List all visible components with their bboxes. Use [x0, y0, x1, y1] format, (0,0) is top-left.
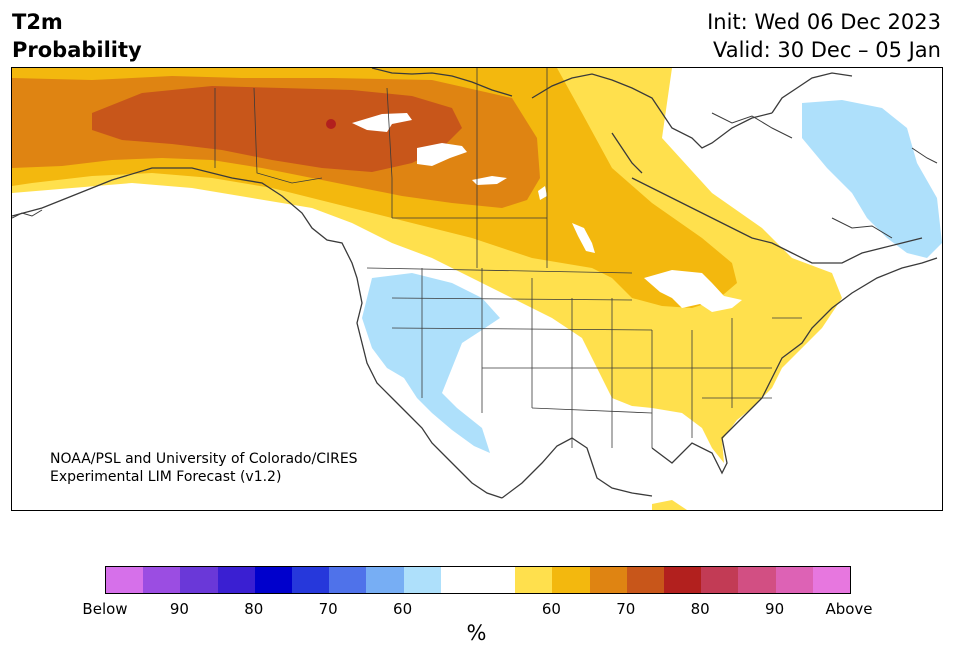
colorbar-segment — [515, 567, 553, 593]
credit-line-1: NOAA/PSL and University of Colorado/CIRE… — [50, 451, 358, 467]
credit-text: NOAA/PSL and University of Colorado/CIRE… — [50, 450, 358, 486]
colorbar-segment — [552, 567, 590, 593]
country-borders — [12, 68, 938, 499]
colorbar-tick-label: 60 — [541, 600, 561, 618]
credit-line-2: Experimental LIM Forecast (v1.2) — [50, 469, 282, 485]
colorbar-segment — [626, 567, 665, 593]
init-date: Init: Wed 06 Dec 2023 — [707, 10, 941, 34]
colorbar-segment — [701, 567, 739, 593]
lake-winnipeg — [572, 223, 595, 253]
colorbar-tick-label: 90 — [169, 600, 189, 618]
valid-period: Valid: 30 Dec – 05 Jan — [712, 38, 941, 62]
colorbar-segment — [440, 567, 479, 593]
colorbar-segment — [812, 567, 851, 593]
below-normal-west — [362, 273, 500, 453]
lake-athabasca — [472, 176, 507, 185]
great-lakes — [644, 270, 742, 312]
above-normal-90 — [326, 119, 336, 129]
colorbar-tick-label: 80 — [244, 600, 264, 618]
title-quantity: Probability — [12, 38, 142, 62]
map-canvas — [12, 68, 942, 510]
colorbar-segment — [775, 567, 813, 593]
above-normal-gulf — [652, 500, 687, 510]
colorbar-tick-label: Below — [82, 600, 128, 618]
colorbar-unit: % — [466, 621, 487, 645]
colorbar-tick-label: 60 — [393, 600, 413, 618]
great-slave-lake — [417, 143, 467, 166]
colorbar-tick-label: 90 — [765, 600, 785, 618]
state-province-borders — [214, 68, 802, 448]
map-title: T2m Probability — [12, 8, 142, 64]
colorbar-tick-label: 70 — [616, 600, 636, 618]
hudson-bay-lake — [538, 186, 547, 200]
forecast-dates: Init: Wed 06 Dec 2023 Valid: 30 Dec – 05… — [707, 8, 941, 64]
colorbar-segment — [366, 567, 404, 593]
colorbar-tick-label: Above — [825, 600, 873, 618]
probability-colorbar — [105, 566, 851, 594]
colorbar-segment — [106, 567, 144, 593]
colorbar-tick-labels: Below 90 80 70 60 60 70 80 90 Above — [0, 600, 953, 620]
colorbar-segment — [738, 567, 776, 593]
forecast-map: NOAA/PSL and University of Colorado/CIRE… — [11, 67, 943, 511]
above-normal-80 — [92, 86, 462, 172]
great-bear-lake — [352, 113, 412, 132]
colorbar-segment — [589, 567, 627, 593]
coastal-islands — [12, 112, 938, 239]
colorbar-segment — [403, 567, 441, 593]
colorbar-segment — [478, 567, 516, 593]
title-variable: T2m — [12, 10, 63, 34]
colorbar-segment — [143, 567, 181, 593]
colorbar-segment — [254, 567, 293, 593]
below-normal-east — [802, 100, 942, 258]
colorbar-segment — [217, 567, 255, 593]
colorbar-segment — [180, 567, 218, 593]
colorbar-tick-label: 70 — [318, 600, 338, 618]
colorbar-segment — [292, 567, 330, 593]
colorbar-segment — [664, 567, 702, 593]
colorbar-tick-label: 80 — [690, 600, 710, 618]
colorbar-segment — [329, 567, 367, 593]
